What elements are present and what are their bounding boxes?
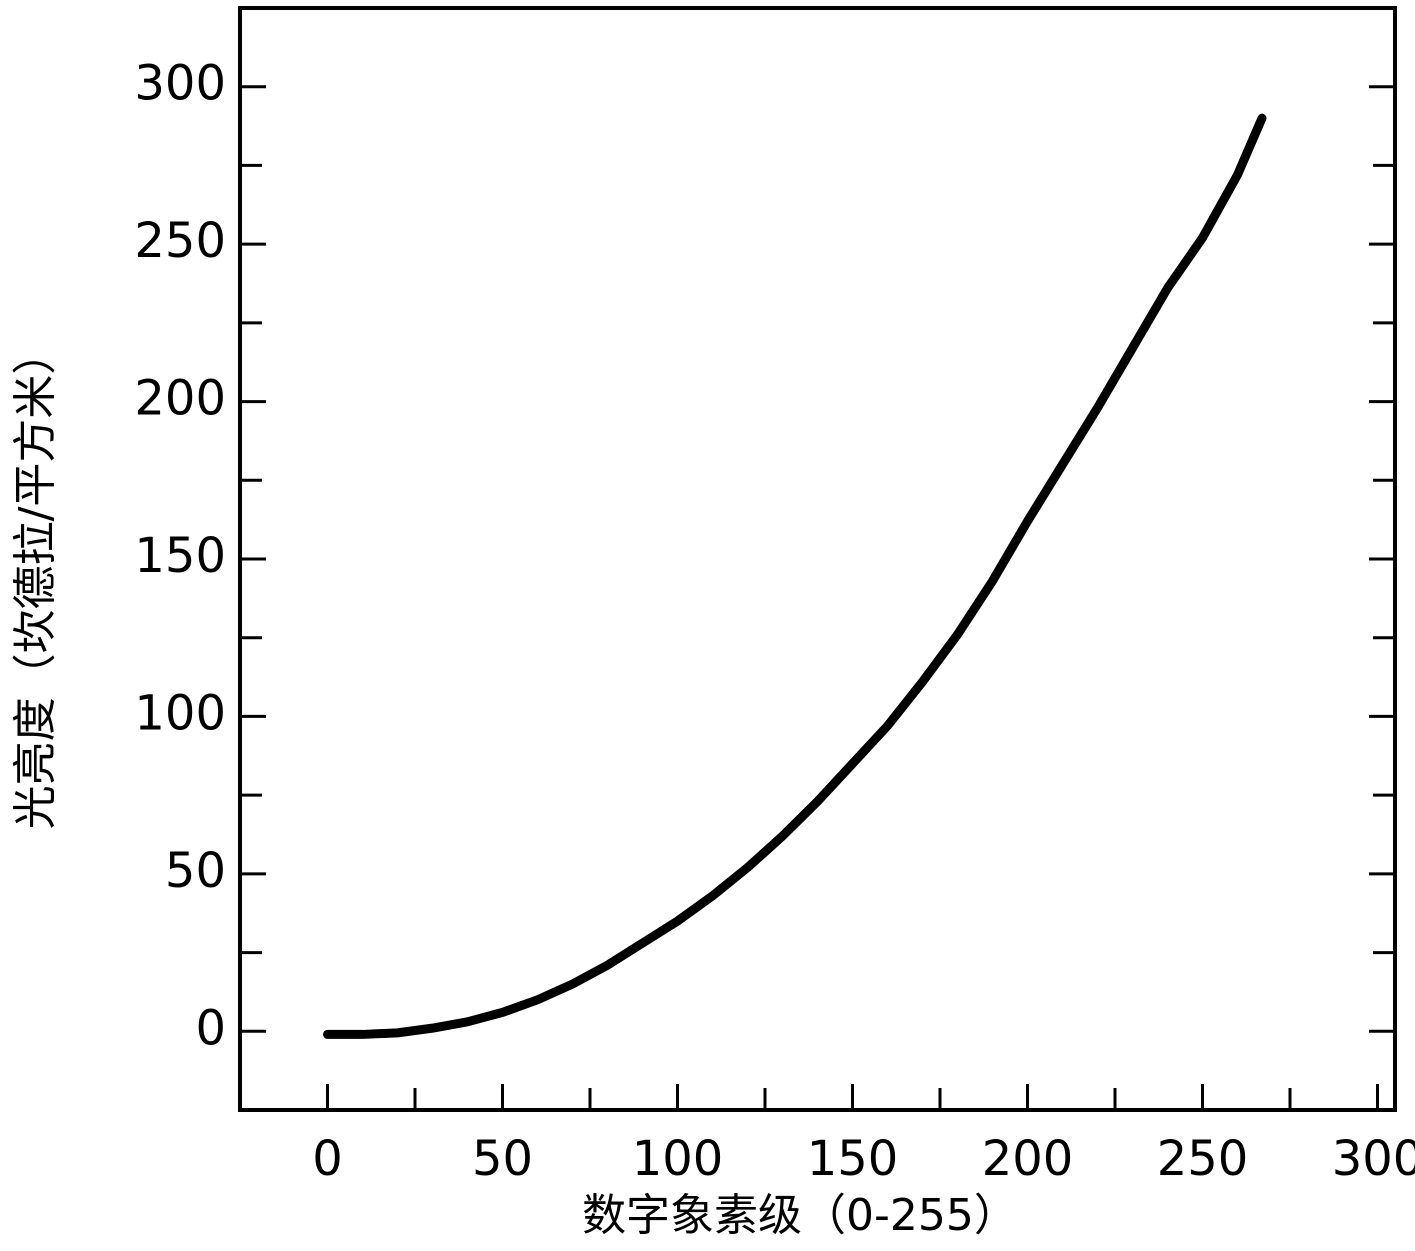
x-tick-label: 50 [472,1131,533,1187]
y-tick-label: 50 [165,843,226,899]
y-tick-label: 0 [195,1000,226,1056]
x-tick-label: 100 [632,1131,724,1187]
x-axis-label: 数字象素级（0-255） [582,1190,1018,1241]
y-axis-label: 光亮度（坎德拉/平方米） [10,331,61,830]
y-tick-label: 200 [134,371,226,427]
x-tick-label: 250 [1157,1131,1249,1187]
y-tick-label: 250 [134,213,226,269]
x-tick-label: 0 [312,1131,343,1187]
x-tick-label: 300 [1332,1131,1415,1187]
line-series [328,118,1263,1034]
x-tick-label: 200 [982,1131,1074,1187]
x-tick-label: 150 [807,1131,899,1187]
y-tick-label: 100 [134,685,226,741]
plot-frame [240,8,1395,1110]
chart: 数字象素级（0-255） 光亮度（坎德拉/平方米） 0 50 100 150 200 25… [0,0,1415,1251]
y-tick-label: 300 [134,56,226,112]
y-tick-label: 150 [134,528,226,584]
